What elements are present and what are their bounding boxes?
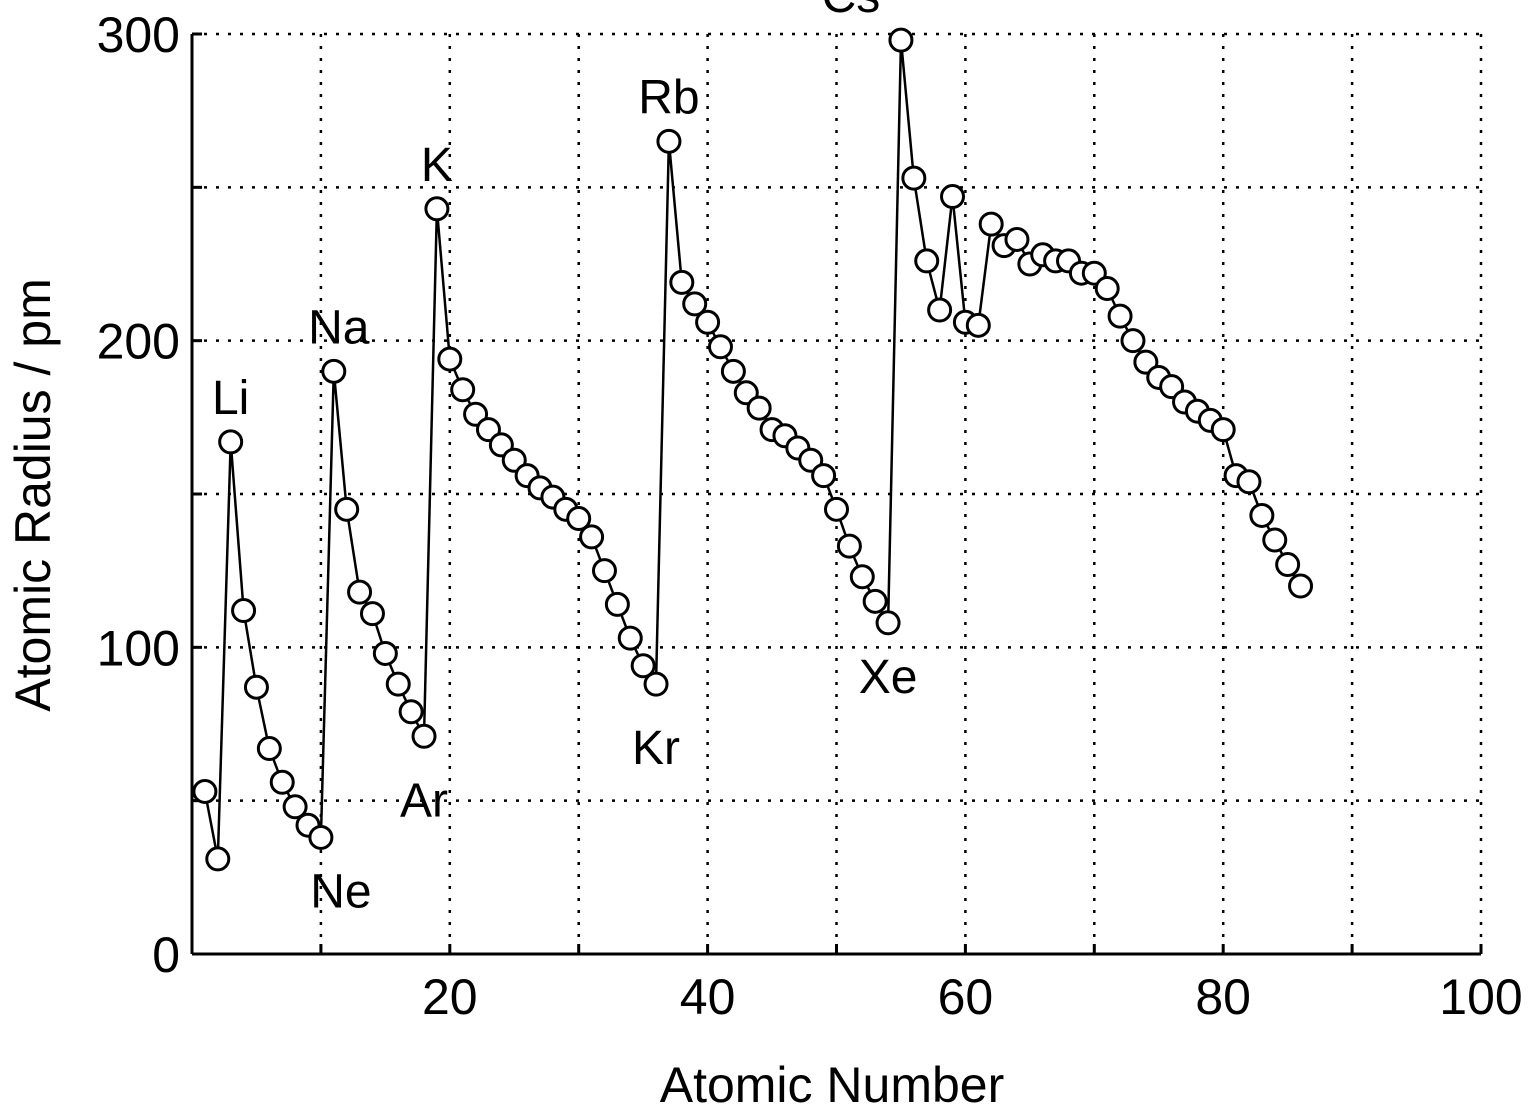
data-point xyxy=(411,723,437,749)
data-point xyxy=(888,27,914,53)
data-point xyxy=(579,524,605,550)
data-point xyxy=(914,248,940,274)
x-tick-label: 100 xyxy=(1439,969,1522,1025)
data-point xyxy=(604,591,630,617)
annotation-xe: Xe xyxy=(859,651,918,704)
data-point xyxy=(385,671,411,697)
data-point xyxy=(720,358,746,384)
data-point xyxy=(669,269,695,295)
data-point xyxy=(218,429,244,455)
data-point xyxy=(630,653,656,679)
data-point xyxy=(1249,502,1275,528)
data-point xyxy=(1210,417,1236,443)
data-point xyxy=(940,184,966,210)
x-tick-label: 60 xyxy=(938,969,994,1025)
grid-lines xyxy=(192,32,1483,954)
data-point xyxy=(707,334,733,360)
tick-labels: 20 40 60 80 100 0 100 200 300 xyxy=(97,7,1523,1025)
annotation-ne: Ne xyxy=(310,865,371,918)
y-axis-title: Atomic Radius / pm xyxy=(5,278,61,711)
data-point xyxy=(231,598,257,624)
data-point xyxy=(347,579,373,605)
data-point xyxy=(1120,328,1146,354)
x-tick-label: 20 xyxy=(422,969,478,1025)
data-point xyxy=(1288,573,1314,599)
y-tick-label: 100 xyxy=(97,620,180,676)
annotation-rb: Rb xyxy=(638,71,699,124)
data-point xyxy=(256,736,282,762)
annotation-cs: Cs xyxy=(822,0,881,23)
data-point xyxy=(965,312,991,338)
data-point xyxy=(617,625,643,651)
data-point xyxy=(192,778,218,804)
data-point xyxy=(1094,276,1120,302)
data-point xyxy=(437,346,463,372)
series-line xyxy=(203,39,1302,860)
element-annotations: Li Na K Rb Cs Ne Ar Kr Xe xyxy=(212,0,917,918)
data-point xyxy=(269,769,295,795)
data-point xyxy=(811,463,837,489)
y-tick-label: 300 xyxy=(97,7,180,63)
data-point xyxy=(1236,469,1262,495)
data-point xyxy=(927,297,953,323)
data-point xyxy=(591,558,617,584)
data-point xyxy=(334,496,360,522)
annotation-k: K xyxy=(421,139,453,192)
data-point xyxy=(1275,552,1301,578)
data-point xyxy=(398,699,424,725)
data-point xyxy=(682,291,708,317)
x-axis-title: Atomic Number xyxy=(660,1057,1005,1113)
y-tick-label: 0 xyxy=(152,927,180,983)
data-point xyxy=(282,794,308,820)
annotation-kr: Kr xyxy=(632,722,680,775)
annotation-li: Li xyxy=(212,372,249,425)
data-point xyxy=(372,640,398,666)
data-point xyxy=(450,377,476,403)
x-tick-label: 40 xyxy=(680,969,736,1025)
annotation-na: Na xyxy=(308,301,370,354)
data-point xyxy=(321,358,347,384)
data-point xyxy=(862,588,888,614)
data-point xyxy=(359,601,385,627)
data-point xyxy=(875,610,901,636)
data-point xyxy=(836,533,862,559)
data-point xyxy=(746,395,772,421)
y-tick-label: 200 xyxy=(97,314,180,370)
data-point xyxy=(1107,303,1133,329)
data-point xyxy=(643,671,669,697)
data-point xyxy=(849,564,875,590)
data-point xyxy=(978,211,1004,237)
x-tick-label: 80 xyxy=(1195,969,1251,1025)
data-point xyxy=(656,128,682,154)
data-point xyxy=(566,506,592,532)
data-point xyxy=(243,674,269,700)
data-point xyxy=(901,165,927,191)
data-point xyxy=(1004,226,1030,252)
data-point xyxy=(695,309,721,335)
data-point xyxy=(205,846,231,872)
data-point xyxy=(1262,527,1288,553)
data-point xyxy=(308,824,334,850)
data-point xyxy=(824,496,849,522)
series xyxy=(192,27,1314,872)
annotation-ar: Ar xyxy=(400,774,448,827)
data-point xyxy=(424,196,450,222)
